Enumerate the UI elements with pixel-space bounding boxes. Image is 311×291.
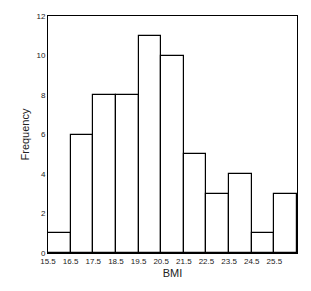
svg-text:10: 10 xyxy=(36,51,45,60)
svg-text:24.5: 24.5 xyxy=(244,257,260,266)
svg-text:16.5: 16.5 xyxy=(63,257,79,266)
svg-text:6: 6 xyxy=(41,130,46,139)
svg-text:23.5: 23.5 xyxy=(221,257,237,266)
svg-text:22.5: 22.5 xyxy=(199,257,215,266)
svg-text:15.5: 15.5 xyxy=(40,257,56,266)
svg-text:Frequency: Frequency xyxy=(19,108,31,160)
svg-text:21.5: 21.5 xyxy=(176,257,192,266)
svg-text:0: 0 xyxy=(41,249,46,258)
svg-text:18.5: 18.5 xyxy=(108,257,124,266)
svg-text:17.5: 17.5 xyxy=(85,257,101,266)
svg-text:19.5: 19.5 xyxy=(131,257,147,266)
svg-text:BMI: BMI xyxy=(163,267,183,279)
svg-text:25.5: 25.5 xyxy=(267,257,283,266)
svg-text:8: 8 xyxy=(41,91,46,100)
svg-text:2: 2 xyxy=(41,209,46,218)
svg-text:4: 4 xyxy=(41,170,46,179)
svg-text:20.5: 20.5 xyxy=(153,257,169,266)
svg-text:12: 12 xyxy=(36,12,45,21)
